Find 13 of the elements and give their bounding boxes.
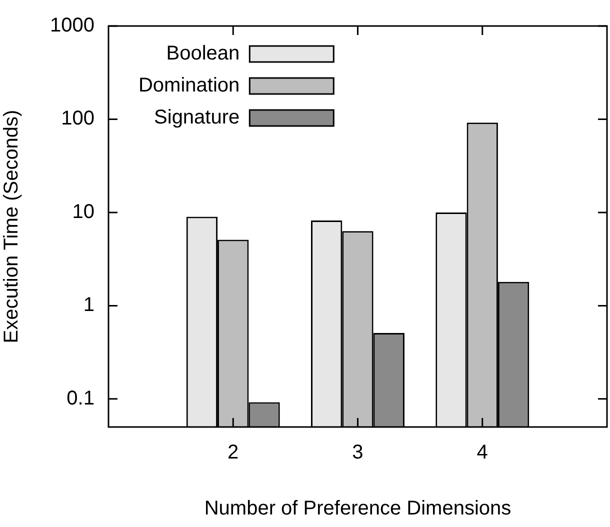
y-tick-label: 1000: [50, 14, 94, 37]
x-axis-title: Number of Preference Dimensions: [204, 498, 512, 520]
x-tick-label: 2: [228, 442, 239, 464]
legend-label: Domination: [138, 74, 240, 97]
y-tick-label: 10: [72, 200, 94, 223]
legend-label: Signature: [154, 106, 240, 129]
x-tick-label: 4: [476, 442, 488, 464]
y-axis-title: Execution Time (Seconds): [0, 110, 23, 344]
y-tick-label: 0.1: [66, 387, 94, 410]
y-tick-label: 100: [61, 108, 94, 130]
legend-label: Boolean: [166, 42, 240, 65]
y-tick-label: 1: [83, 294, 94, 316]
x-tick-label: 3: [352, 442, 364, 464]
